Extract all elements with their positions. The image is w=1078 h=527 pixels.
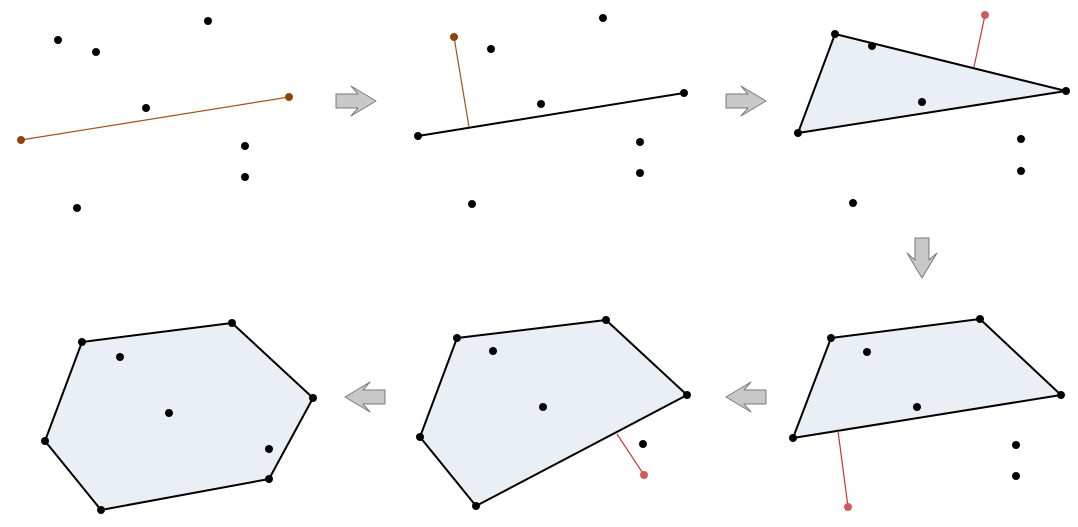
highlighted-point [17, 136, 25, 144]
point [1012, 441, 1020, 449]
hull-vertex [453, 334, 461, 342]
dividing-segment [417, 92, 685, 137]
arrow-right-2-icon [725, 85, 767, 117]
panel-step-3 [794, 11, 1070, 207]
point [265, 445, 273, 453]
hull-polygon [44, 322, 314, 511]
point [1017, 135, 1025, 143]
point [489, 347, 497, 355]
hull-vertex [680, 89, 688, 97]
panel-step-1 [17, 17, 293, 212]
panel-step-2 [414, 14, 688, 208]
point [913, 403, 921, 411]
hull-vertex [414, 132, 422, 140]
point [92, 48, 100, 56]
highlighted-point [450, 33, 458, 41]
farthest-point-distance-line [837, 430, 849, 508]
point [1012, 472, 1020, 480]
point [241, 173, 249, 181]
point [539, 403, 547, 411]
hull-vertex [827, 334, 835, 342]
point [204, 17, 212, 25]
point [487, 45, 495, 53]
hull-vertex [794, 129, 802, 137]
point [116, 353, 124, 361]
hull-vertex [602, 316, 610, 324]
point [868, 42, 876, 50]
point [599, 14, 607, 22]
arrow-down-icon [906, 237, 938, 279]
point [537, 100, 545, 108]
farthest-point-distance-line [616, 433, 645, 476]
point [849, 199, 857, 207]
hull-vertex [41, 437, 49, 445]
point [863, 348, 871, 356]
panel-step-4 [789, 315, 1065, 511]
farthest-point-distance-line [973, 14, 986, 68]
hull-polygon [797, 33, 1067, 134]
arrow-left-2-icon [344, 381, 386, 413]
hull-vertex [78, 338, 86, 346]
point [241, 142, 249, 150]
point [1017, 167, 1025, 175]
hull-vertex [309, 394, 317, 402]
hull-vertex [789, 434, 797, 442]
panel-step-5 [416, 316, 691, 510]
hull-vertex [228, 319, 236, 327]
point [468, 200, 476, 208]
hull-vertex [1057, 391, 1065, 399]
point [165, 409, 173, 417]
highlighted-point [844, 503, 852, 511]
point [636, 138, 644, 146]
hull-vertex [472, 502, 480, 510]
hull-vertex [265, 475, 273, 483]
hull-vertex [1062, 87, 1070, 95]
point [636, 169, 644, 177]
arrow-left-1-icon [725, 381, 767, 413]
highlighted-point [981, 11, 989, 19]
hull-vertex [976, 315, 984, 323]
highlighted-point [640, 471, 648, 479]
point [142, 104, 150, 112]
farthest-point-distance-line [453, 36, 470, 128]
dividing-segment [20, 96, 290, 141]
point [73, 204, 81, 212]
point [639, 440, 647, 448]
arrow-right-1-icon [335, 85, 377, 117]
panel-step-6 [41, 319, 317, 514]
highlighted-point [285, 93, 293, 101]
hull-polygon [419, 319, 688, 507]
hull-vertex [416, 433, 424, 441]
point [918, 98, 926, 106]
hull-vertex [683, 391, 691, 399]
point [54, 36, 62, 44]
hull-vertex [97, 506, 105, 514]
hull-vertex [831, 30, 839, 38]
